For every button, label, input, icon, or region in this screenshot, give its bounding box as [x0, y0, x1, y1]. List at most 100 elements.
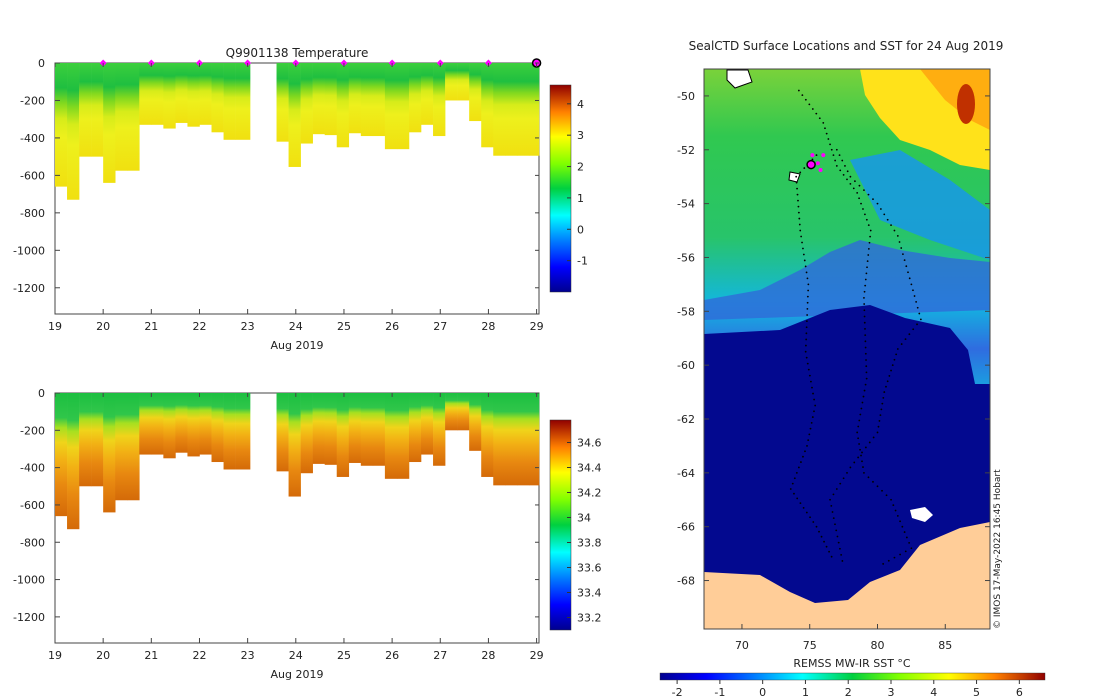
track-point	[867, 193, 870, 196]
track-point	[883, 213, 886, 216]
track-point	[876, 202, 879, 205]
y-tick-label: -1000	[13, 574, 45, 587]
track-point	[895, 353, 898, 356]
track-point	[805, 320, 808, 322]
track-point	[900, 343, 903, 345]
track-point	[899, 520, 901, 523]
track-point	[852, 187, 855, 190]
track-point	[865, 218, 868, 221]
track-point	[872, 436, 875, 439]
plot-title: Q9901138 Temperature	[226, 46, 369, 60]
colorbar	[549, 84, 572, 293]
track-point	[815, 154, 818, 157]
track-point	[910, 547, 913, 550]
track-point	[806, 295, 809, 298]
track-point	[812, 392, 814, 395]
profile-column	[67, 63, 80, 200]
y-tick-label: -1200	[13, 611, 45, 624]
track-point	[903, 531, 906, 533]
surface-location	[815, 161, 820, 166]
track-point	[905, 536, 908, 539]
colorbar-tick-label: 5	[973, 686, 980, 699]
track-point	[872, 480, 874, 483]
track-point	[839, 482, 842, 485]
track-point	[846, 170, 849, 173]
cool-sst-band	[704, 240, 990, 320]
track-point	[916, 306, 919, 309]
cool-sst-tongue	[850, 150, 990, 260]
temperature-section-plot: 19 20 21 22 23 24 25 26 27 28 29 0-200-400-600-800…	[13, 46, 588, 352]
y-tick-label: -52	[677, 144, 695, 157]
track-point	[830, 555, 833, 558]
y-tick-label: -400	[20, 462, 45, 475]
colorbar-tick-label: 33.8	[577, 537, 602, 550]
track-point	[835, 488, 838, 490]
track-point	[829, 498, 831, 501]
y-tick-label: -56	[677, 251, 695, 264]
surface-location	[818, 167, 823, 172]
y-tick-label: -200	[20, 424, 45, 437]
track-point	[856, 431, 859, 434]
track-point	[840, 553, 843, 556]
profile-column	[67, 393, 80, 530]
track-point	[860, 202, 862, 205]
colorbar-tick-label: 34.2	[577, 487, 602, 500]
track-point	[858, 443, 861, 445]
track-point	[797, 205, 800, 208]
track-point	[890, 224, 892, 227]
track-point	[849, 175, 852, 178]
track-point	[864, 213, 866, 216]
profile-column	[115, 63, 128, 171]
colorbar-tick-label: 1	[802, 686, 809, 699]
x-tick-label: 70	[735, 639, 749, 652]
track-point	[885, 494, 888, 497]
y-tick-label: -600	[20, 499, 45, 512]
track-point	[859, 448, 861, 451]
track-point	[868, 441, 871, 444]
profile-column	[493, 393, 506, 486]
track-point	[883, 391, 886, 393]
track-point	[882, 396, 885, 399]
y-tick-label: 0	[38, 387, 45, 400]
track-point	[916, 323, 918, 326]
track-point	[885, 385, 887, 388]
track-point	[902, 253, 904, 255]
profile-column	[235, 393, 251, 470]
x-tick-label: 21	[144, 649, 158, 662]
track-point	[815, 112, 818, 115]
track-point	[804, 265, 807, 268]
track-point	[877, 425, 880, 428]
track-point	[869, 235, 872, 238]
x-tick-label: 25	[337, 649, 351, 662]
profile-column	[433, 393, 446, 466]
colorbar-tick-label: 34	[577, 512, 591, 525]
track-point	[832, 517, 835, 520]
track-point	[904, 338, 907, 341]
track-point	[881, 402, 884, 405]
profile-column	[288, 393, 301, 497]
track-point	[866, 266, 868, 269]
track-point	[832, 154, 835, 157]
credit-text: © IMOS 17-May-2022 16:45 Hobart	[993, 469, 1003, 629]
track-point	[859, 413, 862, 416]
track-point	[799, 502, 802, 505]
track-point	[908, 277, 911, 280]
track-point	[808, 433, 811, 436]
track-point	[857, 425, 860, 428]
track-point	[865, 359, 867, 361]
profile-column	[235, 63, 251, 140]
profile-column	[276, 393, 289, 472]
track-point	[805, 332, 808, 335]
track-point	[827, 138, 830, 140]
profile-column	[457, 393, 470, 431]
track-point	[863, 389, 866, 392]
track-point	[863, 309, 866, 312]
track-point	[863, 303, 866, 305]
profile-column	[288, 63, 301, 167]
track-point	[811, 158, 814, 161]
profile-column	[517, 63, 530, 156]
profile-column	[324, 393, 338, 465]
profile-column	[199, 393, 212, 455]
track-point	[856, 191, 859, 194]
track-point	[805, 338, 808, 341]
